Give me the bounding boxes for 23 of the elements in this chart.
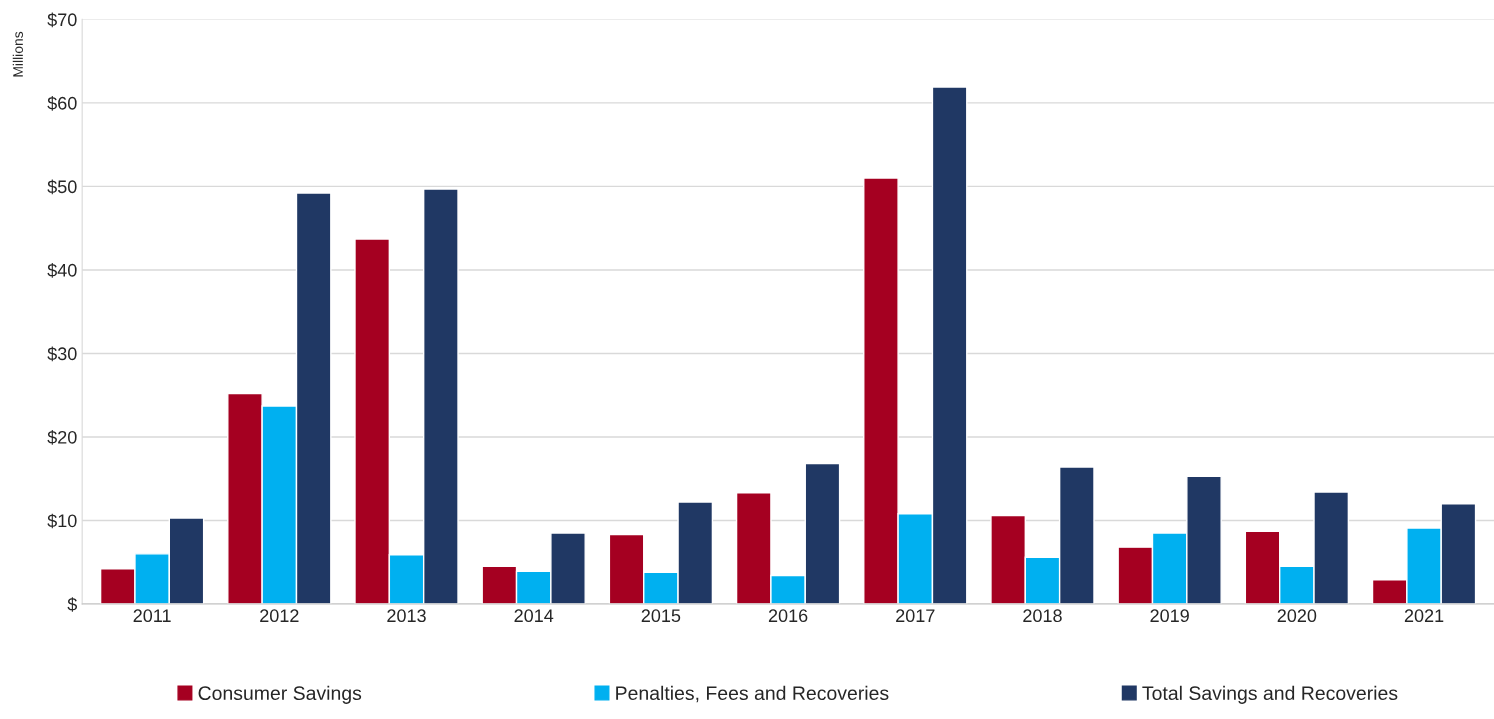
x-tick-label: 2019: [1150, 609, 1189, 623]
y-tick-label: $: [67, 597, 78, 612]
y-tick-label: $70: [47, 12, 77, 28]
x-tick-label: 2012: [260, 609, 299, 623]
x-tick-label: 2015: [641, 609, 681, 623]
legend-label: Total Savings and Recoveries: [1142, 685, 1398, 704]
x-tick-label: 2018: [1023, 609, 1062, 623]
y-tick-label: $30: [47, 346, 77, 362]
x-tick-label: 2016: [768, 609, 808, 623]
x-tick-label: 2017: [896, 609, 935, 623]
y-tick-label: $20: [47, 430, 77, 445]
x-tick-label: 2014: [514, 609, 554, 623]
x-tick-label: 2011: [133, 609, 171, 623]
y-tick-label: $50: [47, 179, 77, 195]
y-tick-label: $10: [47, 513, 77, 529]
y-tick-label: $40: [47, 263, 77, 278]
legend-label: Penalties, Fees and Recoveries: [616, 685, 889, 703]
y-axis-title: Millions: [12, 31, 23, 77]
x-tick-label: 2013: [387, 609, 426, 623]
y-tick-label: $60: [47, 96, 77, 111]
x-tick-label: 2021: [1404, 609, 1444, 623]
legend-label: Consumer Savings: [198, 685, 362, 704]
x-tick-label: 2020: [1277, 609, 1317, 623]
